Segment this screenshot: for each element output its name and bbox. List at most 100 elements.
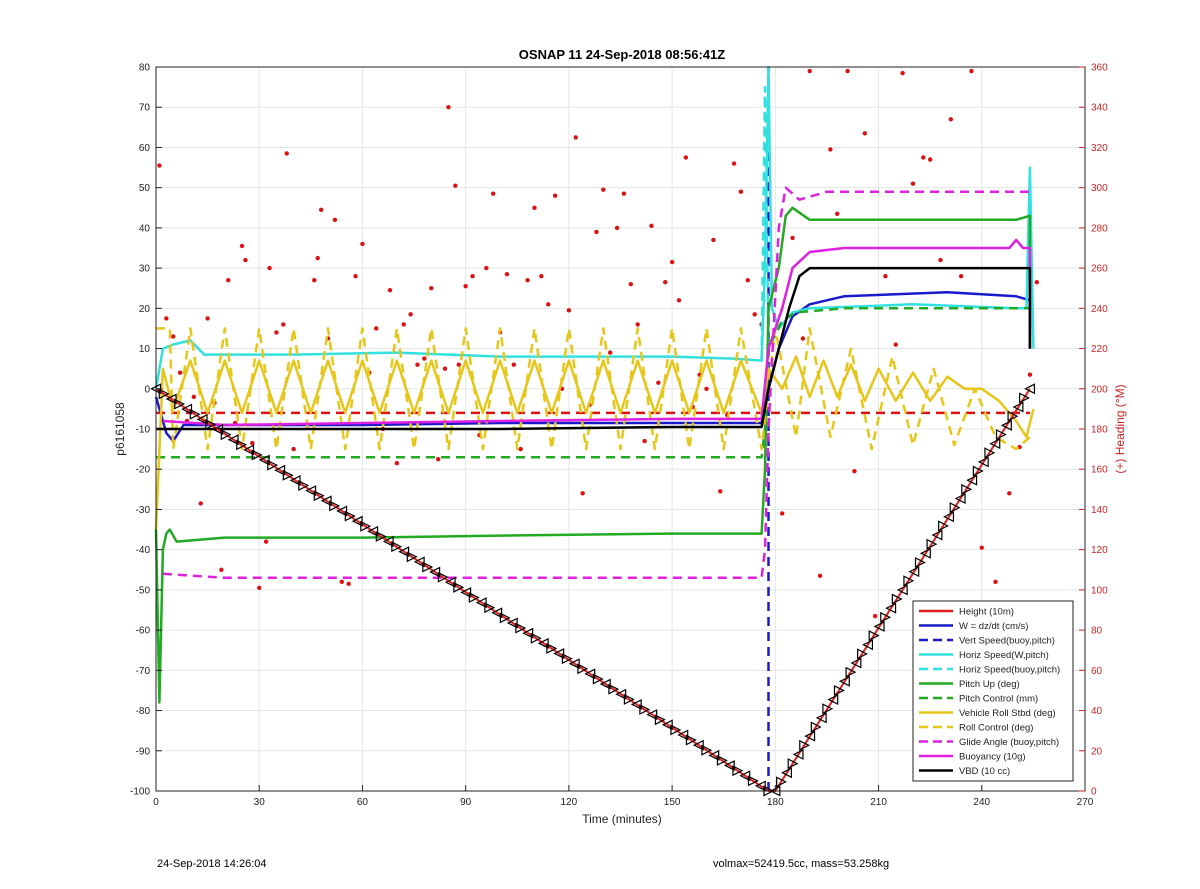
heading-point-16 (263, 539, 269, 544)
path-marker-7 (205, 418, 217, 430)
heading-point-114 (1007, 491, 1012, 496)
heading-point-30 (353, 273, 358, 279)
path-marker-78 (754, 780, 766, 792)
y-right-tick-label-11: 220 (1091, 344, 1108, 355)
path-marker-52 (553, 648, 565, 660)
heading-point-95 (817, 573, 823, 579)
heading-point-55 (518, 446, 523, 452)
heading-point-87 (738, 189, 744, 194)
path-marker-60 (615, 688, 627, 700)
heading-point-111 (969, 68, 974, 74)
x-tick-label-8: 240 (973, 797, 990, 808)
path-marker-33 (406, 551, 418, 563)
series-line-8 (156, 327, 1031, 451)
heading-point-20 (284, 151, 289, 156)
y-left-tick-label-8: -20 (136, 465, 151, 476)
path-marker-53 (561, 653, 573, 665)
path-marker-40 (460, 586, 472, 598)
y-left-tick-label-4: -60 (136, 626, 151, 637)
path-marker-63 (639, 704, 651, 716)
path-marker-16 (274, 464, 286, 476)
y-left-tick-label-17: 70 (139, 103, 151, 114)
path-marker-55 (577, 663, 589, 675)
x-tick-label-6: 180 (767, 797, 784, 808)
heading-point-19 (281, 322, 286, 327)
path-marker-87 (810, 721, 822, 733)
path-marker-64 (646, 709, 658, 721)
heading-point-107 (927, 157, 933, 162)
path-marker-112 (954, 493, 966, 504)
heading-point-48 (470, 273, 475, 279)
heading-point-2 (171, 334, 176, 339)
heading-point-28 (339, 579, 344, 585)
heading-point-40 (422, 356, 427, 361)
path-marker-24 (336, 505, 348, 517)
heading-point-76 (663, 279, 668, 285)
path-marker-8 (212, 424, 224, 435)
path-marker-85 (799, 739, 811, 751)
path-marker-96 (862, 639, 874, 651)
path-marker-57 (592, 673, 604, 685)
heading-points (157, 68, 1040, 619)
path-marker-111 (949, 502, 961, 514)
path-marker-1 (158, 388, 170, 400)
path-marker-5 (189, 408, 201, 420)
heading-point-74 (649, 223, 654, 229)
heading-point-12 (239, 243, 245, 249)
legend-label-9: Glide Angle (buoy,pitch) (959, 737, 1059, 748)
path-marker-45 (499, 612, 511, 624)
y-left-tick-label-1: -90 (136, 746, 151, 757)
series-line-6 (156, 307, 1030, 459)
heading-point-45 (453, 183, 458, 188)
heading-point-79 (683, 155, 689, 160)
path-marker-2 (165, 393, 177, 405)
path-marker-23 (329, 500, 341, 512)
path-marker-18 (289, 474, 301, 486)
y-left-tick-label-6: -40 (136, 545, 151, 556)
path-marker-56 (584, 668, 596, 680)
path-marker-43 (484, 602, 496, 614)
path-marker-83 (787, 758, 799, 770)
y-left-tick-label-13: 30 (139, 264, 151, 275)
path-marker-67 (670, 724, 682, 736)
path-marker-13 (251, 449, 263, 461)
y-left-tick-label-16: 60 (139, 143, 151, 154)
heading-point-5 (191, 394, 197, 400)
path-marker-37 (437, 571, 449, 583)
heading-point-88 (745, 277, 751, 283)
y-right-tick-label-18: 360 (1091, 63, 1108, 74)
path-marker-44 (491, 607, 503, 619)
series-line-4 (760, 85, 770, 361)
chart-title: OSNAP 11 24-Sep-2018 08:56:41Z (519, 47, 725, 62)
heading-point-53 (504, 271, 510, 277)
legend-label-3: Horiz Speed(W,pitch) (959, 650, 1049, 661)
path-marker-107 (926, 538, 938, 550)
path-marker-62 (630, 698, 642, 710)
path-marker-14 (258, 454, 270, 466)
path-marker-103 (903, 575, 915, 587)
path-marker-116 (977, 456, 989, 468)
heading-point-69 (614, 225, 620, 231)
legend-label-7: Vehicle Roll Stbd (deg) (959, 708, 1056, 719)
path-marker-26 (351, 515, 363, 527)
heading-point-96 (828, 147, 833, 152)
path-marker-47 (515, 622, 527, 634)
y-left-tick-label-11: 10 (139, 344, 151, 355)
path-marker-25 (344, 510, 356, 522)
heading-point-63 (573, 135, 578, 140)
path-marker-123 (1019, 392, 1031, 404)
heading-point-25 (318, 207, 324, 212)
path-marker-72 (708, 749, 720, 761)
path-marker-9 (220, 429, 232, 441)
path-marker-106 (919, 547, 931, 559)
y-right-tick-label-15: 300 (1091, 183, 1108, 194)
y-right-tick-label-9: 180 (1091, 425, 1108, 436)
heading-point-84 (718, 489, 723, 494)
y-left-tick-label-15: 50 (139, 183, 151, 194)
path-marker-39 (453, 581, 465, 593)
path-marker-91 (833, 684, 845, 696)
path-marker-100 (885, 602, 897, 614)
path-marker-35 (422, 561, 434, 573)
heading-point-71 (628, 282, 634, 287)
